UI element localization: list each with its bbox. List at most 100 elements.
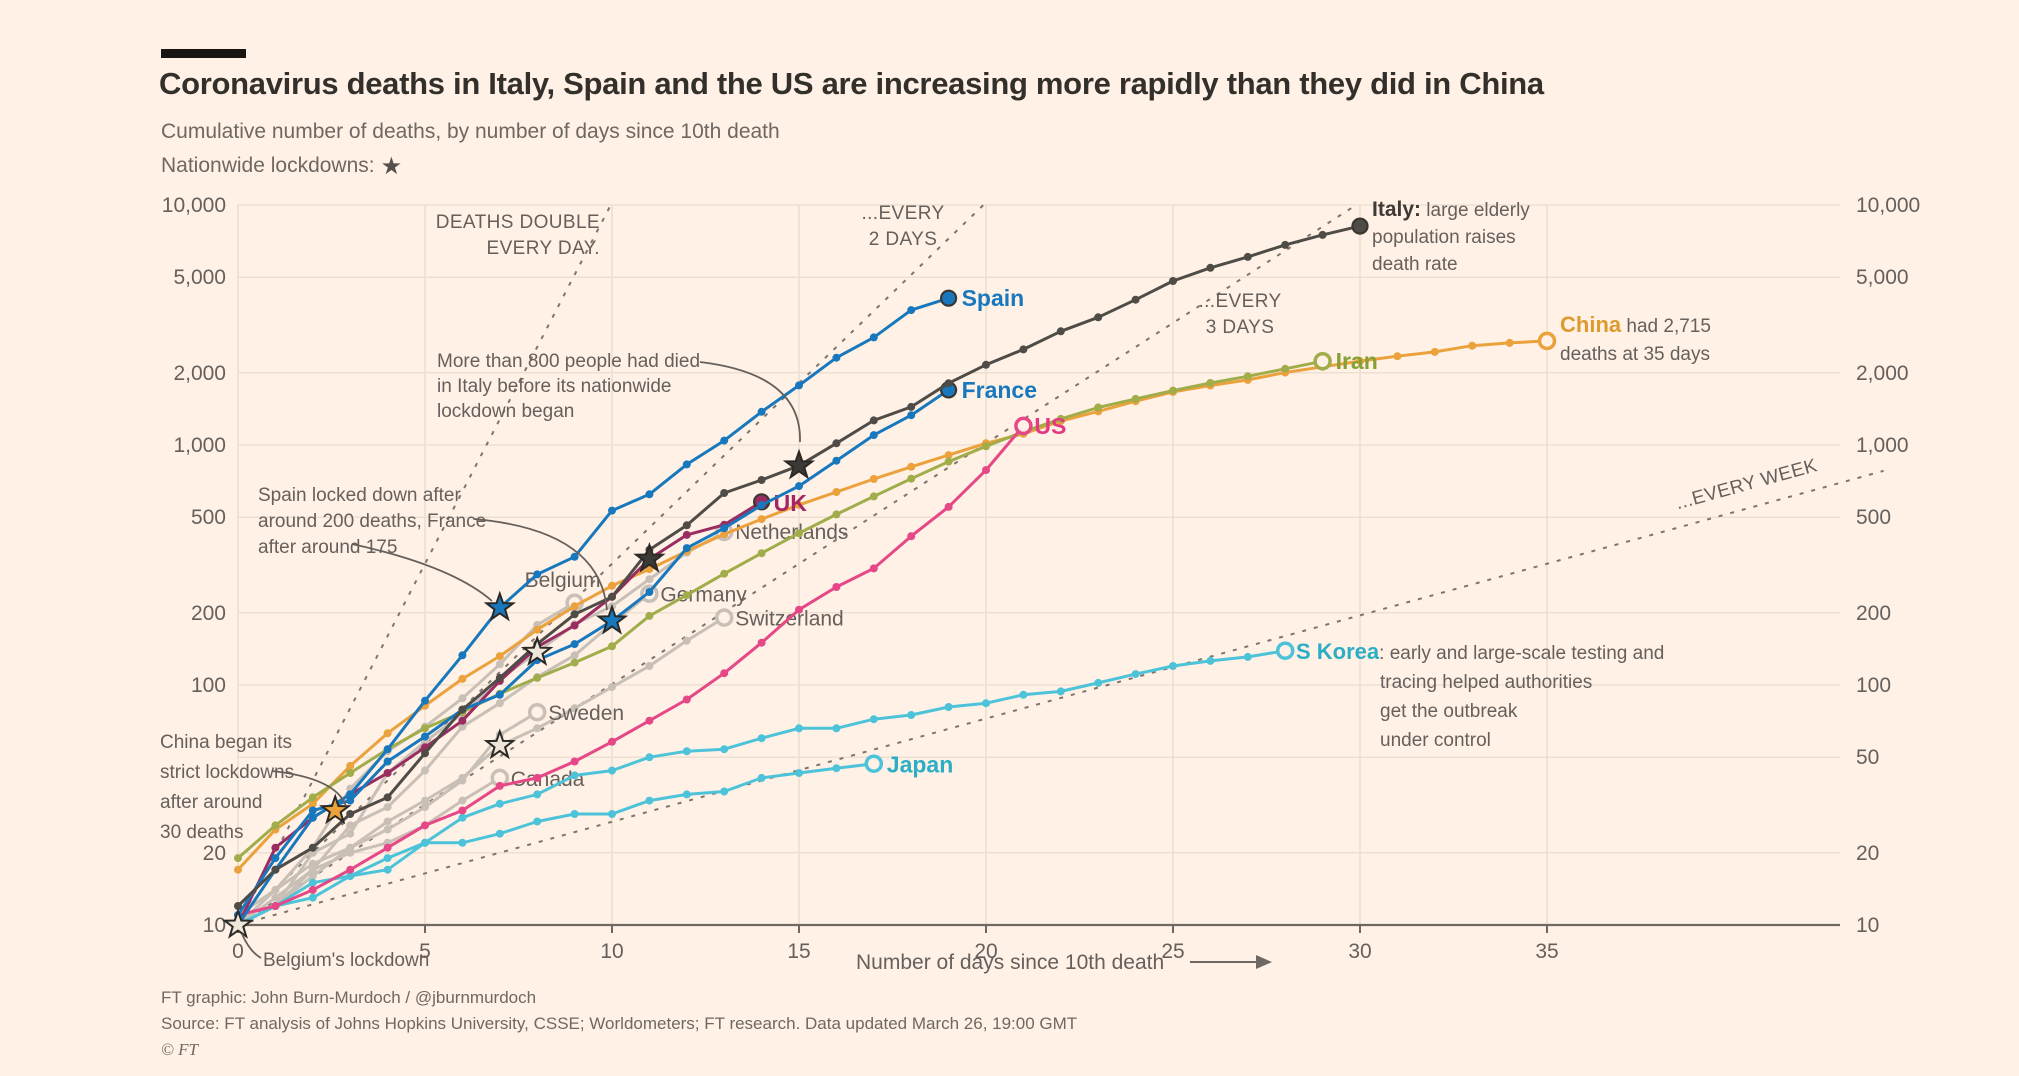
data-point xyxy=(869,475,878,483)
data-point xyxy=(832,764,841,773)
data-point xyxy=(1094,403,1103,412)
data-point xyxy=(495,690,504,699)
x-tick-label-30: 30 xyxy=(1348,940,1371,963)
data-point xyxy=(570,610,579,619)
data-point xyxy=(383,745,392,754)
annotation-skorea-note-line-1: tracing helped authorities xyxy=(1380,672,1592,693)
data-point xyxy=(869,333,878,342)
data-point xyxy=(495,699,504,708)
data-point xyxy=(1243,652,1252,661)
data-point xyxy=(1169,662,1177,670)
data-point xyxy=(944,457,953,466)
x-tick-label-20: 20 xyxy=(974,940,997,963)
annotation-italy-note-line-1: population raises xyxy=(1372,227,1516,248)
annotation-china-lockdown-note-line-0: China began its xyxy=(160,732,292,753)
data-point xyxy=(570,810,579,818)
data-point xyxy=(1281,240,1290,249)
data-point xyxy=(1393,352,1402,361)
y-tick-right-100: 100 xyxy=(1856,674,1891,697)
reference-line-double-every-week xyxy=(237,469,1884,926)
data-point xyxy=(383,769,392,777)
data-point xyxy=(869,431,878,440)
x-tick-label-0: 0 xyxy=(232,940,244,963)
data-point xyxy=(907,462,916,471)
data-point xyxy=(570,552,579,561)
annotation-skorea-note-line-2: get the outbreak xyxy=(1380,701,1518,722)
data-point xyxy=(720,669,729,678)
x-tick-label-15: 15 xyxy=(787,940,810,963)
data-point xyxy=(308,893,317,902)
data-point xyxy=(1243,252,1252,261)
data-point xyxy=(608,581,616,590)
y-tick-left-100: 100 xyxy=(191,674,226,697)
country-label-japan: Japan xyxy=(887,752,953,778)
series-endpoint xyxy=(527,702,547,722)
data-point xyxy=(795,381,803,390)
reference-line-double-every-day xyxy=(237,204,612,926)
data-point xyxy=(645,662,654,670)
y-tick-right-10: 10 xyxy=(1856,914,1879,937)
data-point xyxy=(982,699,990,708)
series-italy xyxy=(234,217,1369,910)
lockdown-star-icon: ★ xyxy=(380,153,403,180)
data-point xyxy=(682,521,691,530)
y-tick-right-5000: 5,000 xyxy=(1856,266,1909,289)
data-point xyxy=(533,673,542,682)
country-label-us: US xyxy=(1034,413,1066,439)
reference-line-double-every-2-days xyxy=(237,204,985,926)
series-france: France xyxy=(234,377,1037,920)
data-point xyxy=(1131,670,1140,679)
data-point xyxy=(832,510,841,519)
series-endpoint xyxy=(1313,351,1332,371)
annotation-leader-italy-lockdown-note-0 xyxy=(699,361,801,443)
series-endpoint xyxy=(1537,331,1557,351)
data-point xyxy=(795,500,803,509)
data-point xyxy=(234,902,242,910)
data-point xyxy=(720,569,729,578)
data-point xyxy=(720,530,729,539)
data-point xyxy=(795,529,803,538)
annotations: Italy: large elderly population raises dea… xyxy=(160,198,1711,971)
data-point xyxy=(907,474,916,483)
series-us: US xyxy=(234,413,1066,920)
series-endpoint xyxy=(1014,416,1033,436)
annotation-china-note-line-1: deaths at 35 days xyxy=(1560,344,1710,365)
data-point xyxy=(645,611,654,620)
country-label-france: France xyxy=(962,377,1037,403)
data-point xyxy=(308,793,317,802)
y-tick-right-2000: 2,000 xyxy=(1856,362,1909,385)
country-label-netherlands: Netherlands xyxy=(735,521,848,544)
data-point xyxy=(869,564,878,573)
data-point xyxy=(1094,313,1103,322)
data-point xyxy=(1356,357,1364,366)
reference-label-double-every-2-days: ...EVERY 2 DAYS xyxy=(861,203,944,250)
data-point xyxy=(757,515,766,524)
data-point xyxy=(645,490,654,499)
lockdown-star-france xyxy=(595,603,629,635)
data-point xyxy=(383,865,392,874)
data-point xyxy=(533,724,542,733)
data-point xyxy=(458,705,467,714)
data-point xyxy=(308,872,317,880)
data-point xyxy=(346,872,355,880)
axes: 0 5 10 15 20 25 30 35 10,000 5,000 2,000 1,000 500 20… xyxy=(162,194,1920,974)
data-point xyxy=(682,460,691,469)
data-point xyxy=(1056,687,1065,696)
data-point xyxy=(1019,345,1028,354)
data-point xyxy=(1019,690,1028,699)
annotation-spain-france-lockdown-note-line-1: around 200 deaths, France xyxy=(258,511,486,532)
x-tick-label-5: 5 xyxy=(419,940,431,963)
data-point xyxy=(308,865,317,874)
data-point xyxy=(682,591,691,600)
series-endpoint xyxy=(864,754,884,773)
data-point xyxy=(533,790,542,799)
data-point xyxy=(982,360,990,369)
data-point xyxy=(495,829,504,838)
data-point xyxy=(383,757,392,766)
annotation-italy-lockdown-note-line-1: in Italy before its nationwide xyxy=(437,376,671,397)
y-tick-left-5000: 5,000 xyxy=(173,266,226,289)
annotation-china-lockdown-note-line-2: after around xyxy=(160,792,262,813)
annotation-china-lockdown-note-line-1: strict lockdowns xyxy=(160,762,294,783)
y-tick-right-50: 50 xyxy=(1856,746,1879,769)
